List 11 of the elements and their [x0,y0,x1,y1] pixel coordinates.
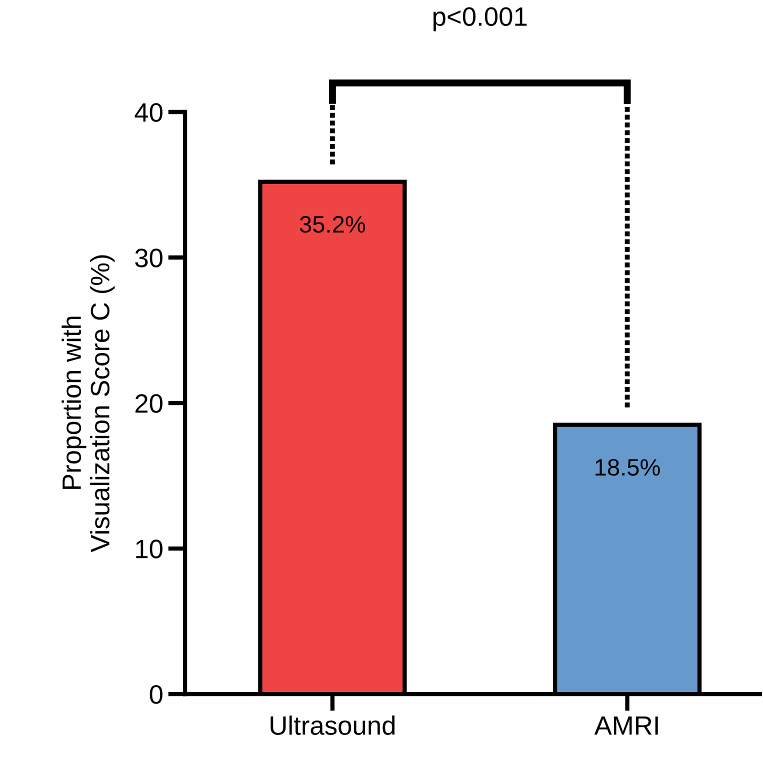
x-tick-label: AMRI [594,716,658,735]
y-tick-label: 30 [135,248,162,268]
y-axis-title: Proportion with Visualization Score C (%) [62,255,115,552]
data-label: 18.5% [596,459,660,476]
text: p<0.001 [434,7,527,32]
x-tick-label: Ultrasound [270,716,395,735]
y-tick-label: 0 [150,685,162,704]
y-tick-label: 10 [136,540,162,558]
y-tick-label: 20 [135,394,162,413]
data-label: 35.2% [300,216,366,233]
y-tick-label: 40 [134,103,162,122]
